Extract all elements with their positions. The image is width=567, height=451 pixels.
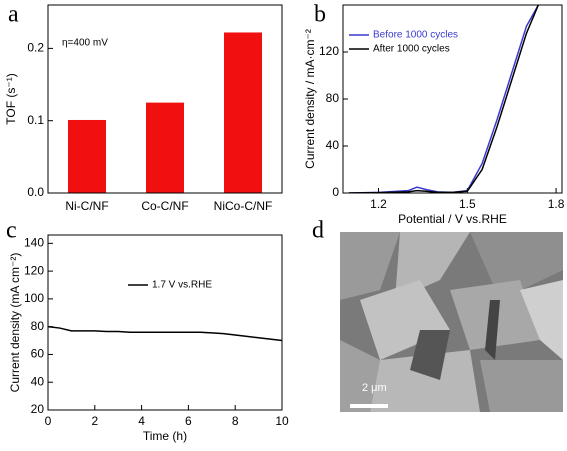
y-tick-label: 140 xyxy=(24,236,44,250)
bar xyxy=(224,32,262,193)
plot-area xyxy=(47,325,283,342)
y-tick-label: 0.1 xyxy=(27,113,44,127)
panel-label: c xyxy=(6,218,17,244)
y-tick-label: 100 xyxy=(24,291,44,305)
axes-frame xyxy=(342,4,563,194)
x-tick-label: 6 xyxy=(185,414,192,428)
x-tick-label: 1.8 xyxy=(548,197,565,211)
axes-frame xyxy=(47,234,283,411)
legend-label: 1.7 V vs.RHE xyxy=(152,280,212,291)
x-tick-label: 1.2 xyxy=(370,197,387,211)
x-tick-label: 4 xyxy=(138,414,145,428)
y-tick-label: 80 xyxy=(326,91,340,105)
axes-frame xyxy=(47,4,283,194)
y-tick-label: 120 xyxy=(319,44,339,58)
x-tick-label: Co-C/NF xyxy=(141,199,188,213)
plot-area xyxy=(348,5,540,193)
x-tick-label: Ni-C/NF xyxy=(65,199,108,213)
y-tick-label: 60 xyxy=(31,347,45,361)
y-tick-label: 0 xyxy=(332,185,339,199)
panel-label: d xyxy=(312,218,324,244)
x-axis-label: Time (h) xyxy=(143,429,187,443)
y-tick-label: 20 xyxy=(31,402,45,416)
y-axis-label: TOF (s⁻¹) xyxy=(4,73,18,124)
legend-label: Before 1000 cycles xyxy=(373,30,458,41)
x-tick-label: 2 xyxy=(91,414,98,428)
x-tick-label: NiCo-C/NF xyxy=(214,199,273,213)
x-tick-label: 8 xyxy=(232,414,239,428)
bar xyxy=(68,119,106,193)
y-axis-label: Current density (mA cm⁻²) xyxy=(8,253,22,393)
x-tick-label: 1.5 xyxy=(459,197,476,211)
legend-label: After 1000 cycles xyxy=(373,44,450,55)
y-tick-label: 0.0 xyxy=(27,185,44,199)
sem-image xyxy=(340,232,563,412)
y-tick-label: 120 xyxy=(24,263,44,277)
panel-label: a xyxy=(8,2,19,28)
x-axis-label: Potential / V vs.RHE xyxy=(398,212,507,226)
y-axis-label: Current density / mA·cm⁻² xyxy=(303,29,317,169)
y-tick-label: 80 xyxy=(31,319,45,333)
x-tick-label: 10 xyxy=(275,414,289,428)
annotation: η=400 mV xyxy=(62,38,108,49)
scale-bar-label: 2 μm xyxy=(362,382,387,394)
y-tick-label: 0.2 xyxy=(27,41,44,55)
panel-label: b xyxy=(314,2,326,28)
line xyxy=(348,5,540,193)
x-tick-label: 0 xyxy=(45,414,52,428)
line xyxy=(47,325,283,342)
y-tick-label: 40 xyxy=(326,138,340,152)
bar xyxy=(146,102,184,193)
y-tick-label: 40 xyxy=(31,374,45,388)
